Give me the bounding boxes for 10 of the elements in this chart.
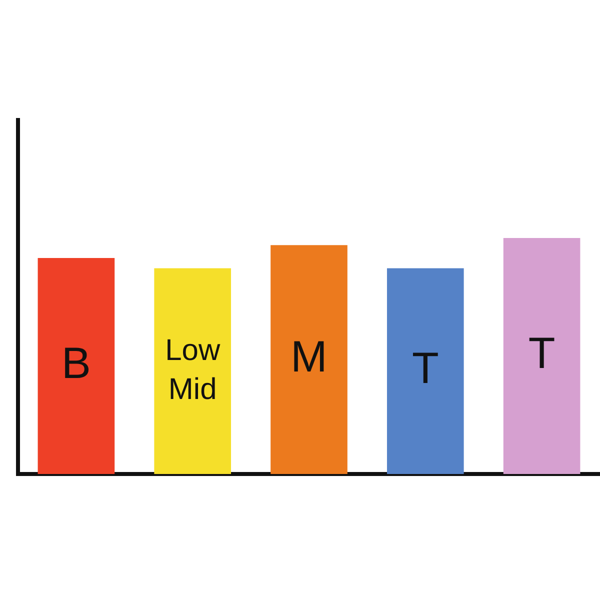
bar	[386, 268, 464, 474]
bar	[154, 268, 232, 474]
bar	[270, 245, 348, 474]
bar	[38, 258, 115, 474]
x-tick-label: Low Mid	[165, 334, 220, 406]
x-tick-label: M	[290, 332, 328, 382]
x-tick-label: T	[412, 344, 439, 394]
bar	[503, 238, 580, 474]
x-tick-label: T	[528, 329, 556, 378]
x-tick-label: B	[62, 339, 91, 388]
